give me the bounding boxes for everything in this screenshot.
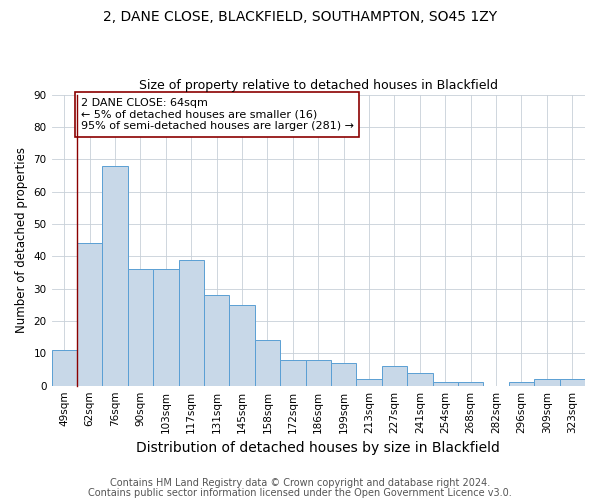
Title: Size of property relative to detached houses in Blackfield: Size of property relative to detached ho… <box>139 79 498 92</box>
Bar <box>280 360 305 386</box>
Bar <box>128 269 153 386</box>
X-axis label: Distribution of detached houses by size in Blackfield: Distribution of detached houses by size … <box>136 441 500 455</box>
Text: Contains public sector information licensed under the Open Government Licence v3: Contains public sector information licen… <box>88 488 512 498</box>
Bar <box>229 305 255 386</box>
Bar <box>509 382 534 386</box>
Y-axis label: Number of detached properties: Number of detached properties <box>15 147 28 333</box>
Bar <box>356 379 382 386</box>
Bar <box>305 360 331 386</box>
Text: 2, DANE CLOSE, BLACKFIELD, SOUTHAMPTON, SO45 1ZY: 2, DANE CLOSE, BLACKFIELD, SOUTHAMPTON, … <box>103 10 497 24</box>
Bar <box>77 244 103 386</box>
Bar <box>331 363 356 386</box>
Bar <box>534 379 560 386</box>
Bar <box>407 372 433 386</box>
Bar <box>179 260 204 386</box>
Bar <box>382 366 407 386</box>
Bar <box>255 340 280 386</box>
Text: 2 DANE CLOSE: 64sqm
← 5% of detached houses are smaller (16)
95% of semi-detache: 2 DANE CLOSE: 64sqm ← 5% of detached hou… <box>81 98 354 131</box>
Bar <box>560 379 585 386</box>
Bar <box>433 382 458 386</box>
Text: Contains HM Land Registry data © Crown copyright and database right 2024.: Contains HM Land Registry data © Crown c… <box>110 478 490 488</box>
Bar <box>52 350 77 386</box>
Bar <box>458 382 484 386</box>
Bar <box>153 269 179 386</box>
Bar <box>204 295 229 386</box>
Bar <box>103 166 128 386</box>
